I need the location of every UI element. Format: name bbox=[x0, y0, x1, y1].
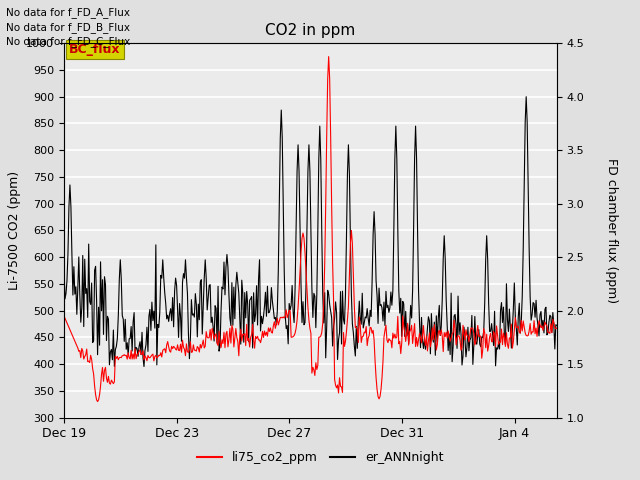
Legend: li75_co2_ppm, er_ANNnight: li75_co2_ppm, er_ANNnight bbox=[191, 446, 449, 469]
Text: No data for f_FD_C_Flux: No data for f_FD_C_Flux bbox=[6, 36, 131, 47]
Y-axis label: Li-7500 CO2 (ppm): Li-7500 CO2 (ppm) bbox=[8, 171, 20, 290]
Text: No data for f_FD_A_Flux: No data for f_FD_A_Flux bbox=[6, 7, 131, 18]
Title: CO2 in ppm: CO2 in ppm bbox=[265, 23, 356, 38]
Text: BC_flux: BC_flux bbox=[69, 43, 120, 56]
Y-axis label: FD chamber flux (ppm): FD chamber flux (ppm) bbox=[605, 158, 618, 303]
Text: No data for f_FD_B_Flux: No data for f_FD_B_Flux bbox=[6, 22, 131, 33]
